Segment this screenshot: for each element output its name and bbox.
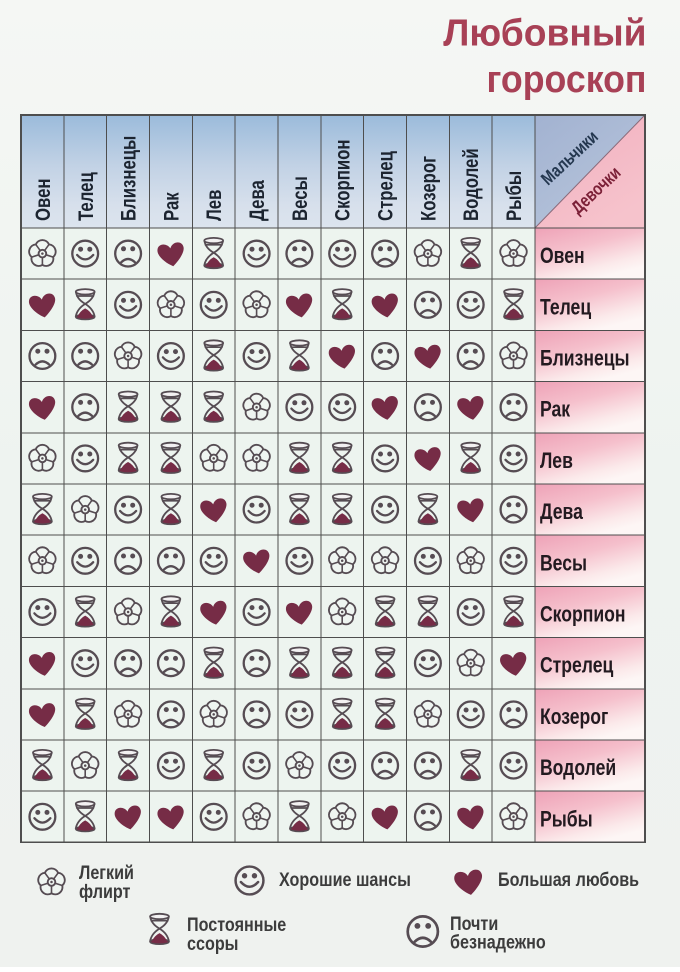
svg-text:Рыбы: Рыбы xyxy=(503,171,526,221)
svg-text:Телец: Телец xyxy=(540,296,592,320)
svg-text:Почти: Почти xyxy=(450,913,498,935)
svg-text:Водолей: Водолей xyxy=(540,756,616,780)
svg-text:Легкий: Легкий xyxy=(79,862,134,884)
svg-text:Лев: Лев xyxy=(540,449,573,473)
svg-text:Водолей: Водолей xyxy=(460,148,483,221)
svg-text:Большая любовь: Большая любовь xyxy=(498,869,639,891)
svg-text:флирт: флирт xyxy=(79,881,131,903)
svg-text:Телец: Телец xyxy=(75,172,98,221)
svg-text:Лев: Лев xyxy=(203,189,226,221)
svg-text:Скорпион: Скорпион xyxy=(540,603,626,627)
svg-text:Скорпион: Скорпион xyxy=(332,139,355,221)
svg-text:Козерог: Козерог xyxy=(418,156,441,221)
svg-text:Дева: Дева xyxy=(540,500,584,524)
svg-text:Близнецы: Близнецы xyxy=(118,136,141,221)
svg-text:Весы: Весы xyxy=(289,176,312,221)
svg-text:гороскоп: гороскоп xyxy=(487,58,647,100)
svg-text:Рак: Рак xyxy=(540,398,570,422)
svg-text:Овен: Овен xyxy=(540,244,585,268)
svg-text:Дева: Дева xyxy=(246,180,269,221)
svg-text:безнадежно: безнадежно xyxy=(450,931,546,953)
svg-text:Любовный: Любовный xyxy=(443,11,646,53)
svg-text:Весы: Весы xyxy=(540,552,587,576)
svg-text:Стрелец: Стрелец xyxy=(375,151,398,221)
svg-text:Козерог: Козерог xyxy=(540,705,608,729)
svg-text:Рыбы: Рыбы xyxy=(540,808,593,832)
svg-text:Овен: Овен xyxy=(32,178,55,221)
svg-text:ссоры: ссоры xyxy=(187,933,238,955)
svg-text:Постоянные: Постоянные xyxy=(187,914,286,936)
svg-text:Стрелец: Стрелец xyxy=(540,654,614,678)
svg-text:Рак: Рак xyxy=(161,192,184,221)
svg-text:Близнецы: Близнецы xyxy=(540,347,630,371)
svg-text:Хорошие шансы: Хорошие шансы xyxy=(279,869,411,891)
